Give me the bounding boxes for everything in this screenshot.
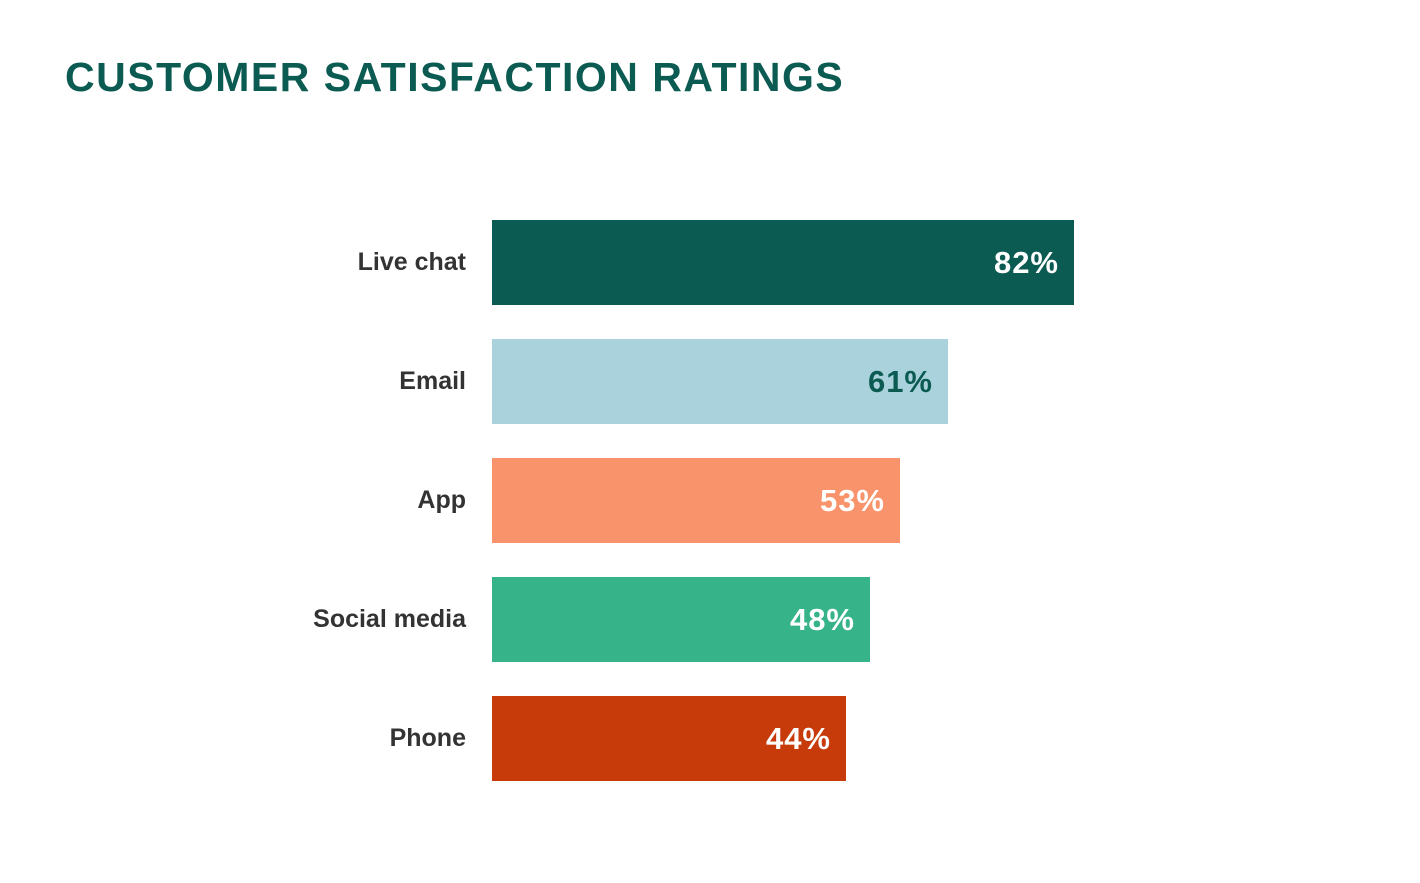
bar-social-media: 48% — [492, 577, 870, 662]
value-label: 53% — [819, 482, 885, 518]
bar-phone: 44% — [492, 696, 846, 781]
value-label: 48% — [789, 601, 855, 637]
bar-row: Social media 48% — [0, 577, 1420, 662]
category-label: Live chat — [357, 248, 466, 276]
bar-row: Email 61% — [0, 339, 1420, 424]
bar-live-chat: 82% — [492, 220, 1074, 305]
chart-title: CUSTOMER SATISFACTION RATINGS — [65, 54, 845, 100]
category-label: Phone — [389, 724, 466, 752]
bar-row: Phone 44% — [0, 696, 1420, 781]
category-label: App — [417, 486, 466, 514]
category-label: Email — [399, 367, 466, 395]
category-label: Social media — [313, 605, 466, 633]
bar-chart: Live chat 82% Email 61% App 53% Social media 48… — [0, 220, 1420, 815]
value-label: 44% — [765, 720, 831, 756]
bar-email: 61% — [492, 339, 948, 424]
value-label: 61% — [867, 363, 933, 399]
bar-app: 53% — [492, 458, 900, 543]
bar-row: App 53% — [0, 458, 1420, 543]
value-label: 82% — [993, 244, 1059, 280]
bar-row: Live chat 82% — [0, 220, 1420, 305]
